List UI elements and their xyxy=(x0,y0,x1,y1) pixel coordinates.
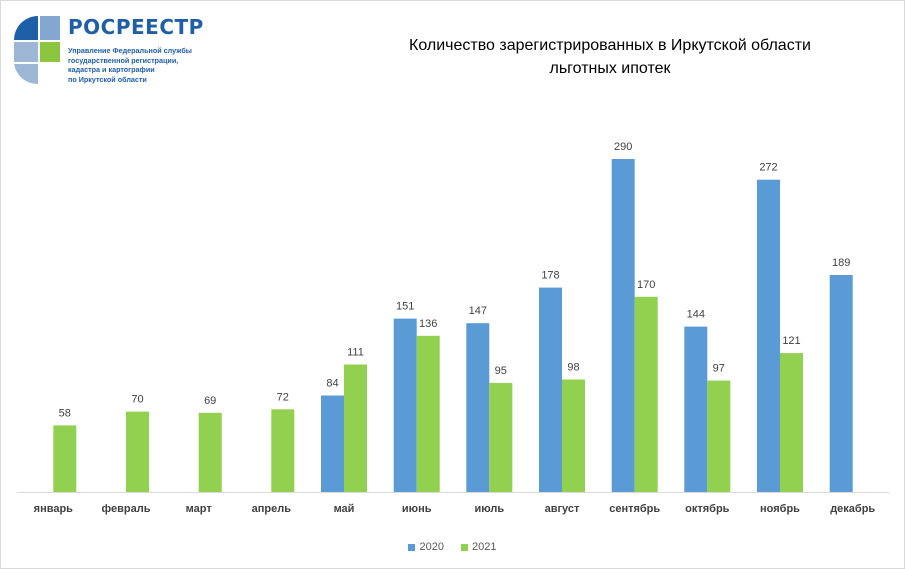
data-label-2021-август: 98 xyxy=(567,362,579,374)
bar-2021-октябрь xyxy=(707,380,731,492)
data-label-2020-май: 84 xyxy=(326,378,338,390)
data-label-2020-октябрь: 144 xyxy=(687,309,705,321)
data-label-2020-декабрь: 189 xyxy=(832,257,850,269)
chart-title-line: Количество зарегистрированных в Иркутско… xyxy=(409,37,811,54)
rosreestr-emblem-icon xyxy=(14,16,60,85)
data-label-2020-август: 178 xyxy=(541,270,559,282)
x-tick-label: октябрь xyxy=(685,503,730,515)
x-tick-label: июнь xyxy=(402,503,432,515)
data-label-2021-октябрь: 97 xyxy=(713,363,725,375)
x-tick-label: ноябрь xyxy=(760,503,800,515)
data-label-2020-июнь: 151 xyxy=(396,301,414,313)
org-line: кадастра и картографии xyxy=(68,65,155,75)
x-tick-label: август xyxy=(545,503,580,515)
legend-label-2020: 2020 xyxy=(419,541,444,553)
bar-2020-май xyxy=(321,395,344,492)
bar-2021-апрель xyxy=(271,409,295,492)
legend-label-2021: 2021 xyxy=(472,541,497,553)
x-tick-label: апрель xyxy=(252,503,292,515)
bar-2020-сентябрь xyxy=(611,159,635,492)
x-tick-label: июль xyxy=(474,503,504,515)
bar-2020-декабрь xyxy=(829,275,853,492)
org-line: по Иркутской области xyxy=(68,74,147,84)
bar-2021-сентябрь xyxy=(634,296,658,492)
data-label-2021-сентябрь: 170 xyxy=(637,279,655,291)
chart-title-line: льготных ипотек xyxy=(549,60,671,77)
bar-2021-август xyxy=(562,379,585,492)
bar-2020-октябрь xyxy=(684,326,708,492)
bar-2020-июль xyxy=(466,323,490,492)
legend: 2020 2021 xyxy=(0,541,905,553)
data-label-2020-сентябрь: 290 xyxy=(614,141,632,153)
bar-2021-февраль xyxy=(126,411,149,492)
data-label-2021-ноябрь: 121 xyxy=(782,335,800,347)
org-line: государственной регистрации, xyxy=(68,55,179,65)
x-tick-label: март xyxy=(186,503,213,515)
x-tick-label: декабрь xyxy=(830,503,875,515)
bar-2021-май xyxy=(344,364,367,492)
chart-title: Количество зарегистрированных в Иркутско… xyxy=(380,34,840,80)
data-label-2020-июль: 147 xyxy=(469,305,487,317)
rosreestr-logo: РОСРЕЕСТР Управление Федеральной службы … xyxy=(12,12,212,92)
bar-2021-январь xyxy=(53,425,77,492)
bar-2021-ноябрь xyxy=(780,353,803,492)
x-tick-label: январь xyxy=(34,503,74,515)
legend-item-2020: 2020 xyxy=(408,541,444,553)
legend-swatch-2020 xyxy=(408,543,416,551)
data-label-2021-июль: 95 xyxy=(495,365,507,377)
data-label-2021-май: 111 xyxy=(347,347,364,359)
bar-2021-март xyxy=(198,412,222,492)
data-label-2021-март: 69 xyxy=(204,395,216,407)
data-label-2021-июнь: 136 xyxy=(419,318,437,330)
bar-2021-июль xyxy=(489,382,513,492)
bar-2020-август xyxy=(539,287,562,492)
bar-2020-ноябрь xyxy=(757,179,780,492)
legend-item-2021: 2021 xyxy=(461,541,497,553)
bar-2021-июнь xyxy=(416,335,440,492)
data-label-2021-январь: 58 xyxy=(59,407,71,419)
brand-name: РОСРЕЕСТР xyxy=(68,15,204,39)
data-label-2020-ноябрь: 272 xyxy=(759,162,777,174)
org-line: Управление Федеральной службы xyxy=(68,46,192,55)
bar-2020-июнь xyxy=(393,318,417,492)
x-tick-label: февраль xyxy=(102,503,151,515)
legend-swatch-2021 xyxy=(461,543,469,551)
org-name: Управление Федеральной службы государств… xyxy=(68,46,218,84)
data-label-2021-февраль: 70 xyxy=(131,394,143,406)
x-tick-label: сентябрь xyxy=(609,503,660,515)
data-label-2021-апрель: 72 xyxy=(277,391,289,403)
x-tick-label: май xyxy=(334,503,355,515)
